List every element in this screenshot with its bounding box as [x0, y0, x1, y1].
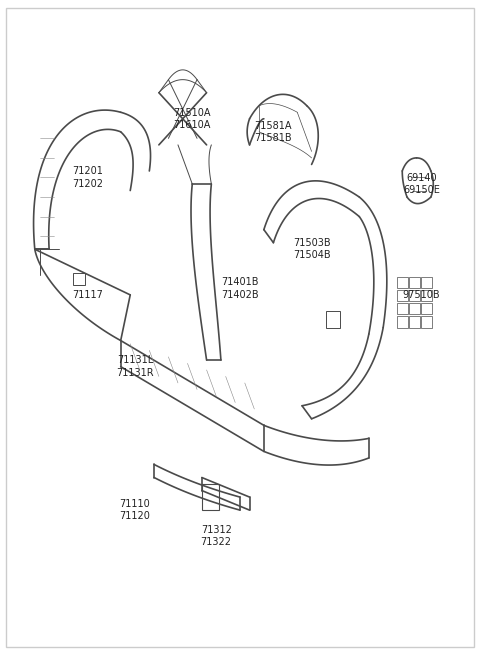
Bar — [409, 303, 420, 314]
Bar — [409, 290, 420, 301]
Text: 71312
71322: 71312 71322 — [201, 525, 232, 548]
Bar — [397, 276, 408, 288]
Text: 69140
69150E: 69140 69150E — [403, 173, 440, 195]
Text: 71201
71202: 71201 71202 — [72, 166, 103, 189]
Text: 71581A
71581B: 71581A 71581B — [254, 121, 292, 143]
Text: 97510B: 97510B — [403, 290, 440, 300]
Text: 71117: 71117 — [72, 290, 103, 300]
Bar — [397, 303, 408, 314]
Text: 71503B
71504B: 71503B 71504B — [293, 238, 330, 261]
Bar — [421, 276, 432, 288]
Bar — [409, 276, 420, 288]
Text: 71510A
71610A: 71510A 71610A — [174, 107, 211, 130]
Bar — [73, 273, 85, 285]
Bar — [421, 290, 432, 301]
Bar — [421, 303, 432, 314]
Bar — [326, 311, 340, 328]
Text: 71110
71120: 71110 71120 — [120, 499, 150, 521]
Bar — [202, 484, 218, 510]
Text: 71131L
71131R: 71131L 71131R — [116, 356, 154, 378]
Bar — [397, 290, 408, 301]
Bar — [421, 316, 432, 328]
Bar — [397, 316, 408, 328]
Text: 71401B
71402B: 71401B 71402B — [221, 277, 259, 299]
Bar — [409, 316, 420, 328]
